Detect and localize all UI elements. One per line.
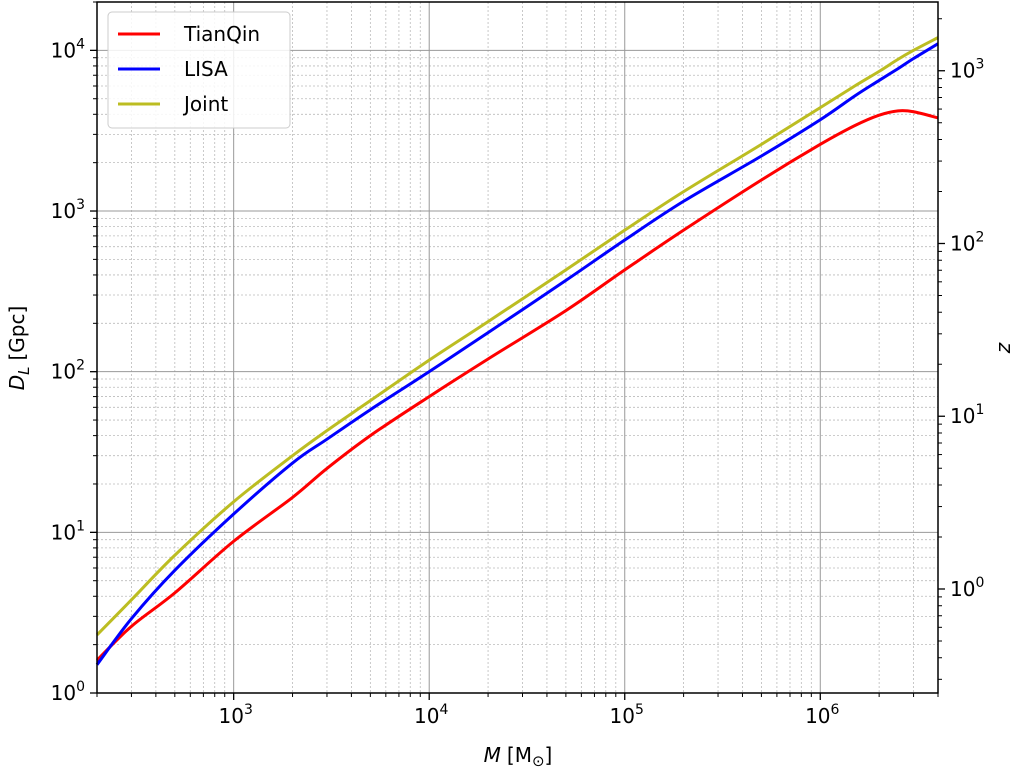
x-tick-label: 104 [414,702,448,728]
x-axis-label: M [M⊙] [484,743,553,770]
axis-ticks [90,1,945,700]
y-tick-label: 103 [51,197,85,223]
x-tick-label: 106 [805,702,839,728]
y-axis-label: DL[Gpc] [5,306,33,391]
legend-label-joint: Joint [182,92,228,116]
tick-labels: 103 104 105 106 100 101 102 103 104 100 101 102 103 [51,36,985,728]
legend: TianQin LISA Joint [107,11,291,129]
x-tick-label: 103 [218,702,252,728]
y2-tick-label: 103 [950,57,984,83]
y2-axis-label: z [991,342,1015,354]
y2-tick-label: 101 [950,402,984,428]
y-tick-label: 100 [51,679,85,705]
series-line-lisa [95,42,939,666]
y2-tick-label: 100 [950,575,984,601]
y-tick-label: 102 [51,358,85,384]
y-tick-label: 104 [51,36,85,62]
plot-frame [96,1,939,694]
legend-box [107,11,291,129]
y-tick-label: 101 [51,518,85,544]
legend-label-tianqin: TianQin [183,22,260,46]
legend-label-lisa: LISA [184,57,228,81]
series-line-joint [95,36,939,636]
series-layer [95,36,939,666]
series-line-tianqin [95,109,939,662]
y2-tick-label: 102 [950,229,984,255]
x-tick-label: 105 [610,702,644,728]
